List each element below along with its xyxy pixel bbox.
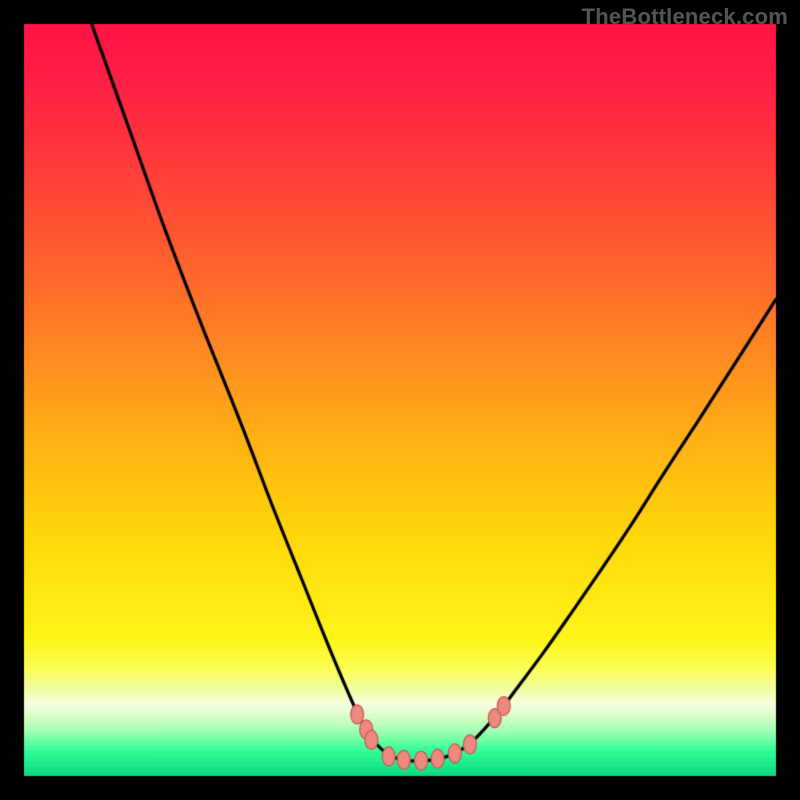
watermark-text: TheBottleneck.com	[582, 4, 788, 30]
bottleneck-curve-chart	[0, 0, 800, 800]
chart-container: TheBottleneck.com	[0, 0, 800, 800]
